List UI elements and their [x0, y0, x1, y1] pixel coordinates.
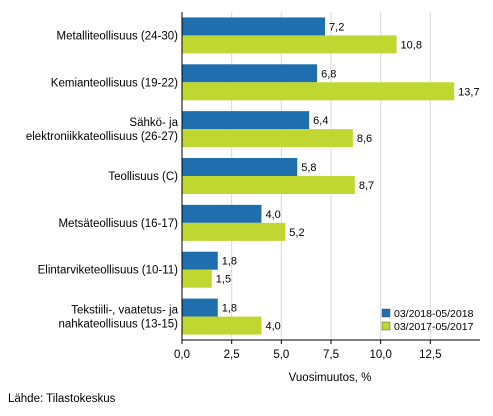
legend-entry: 03/2018-05/2018: [394, 308, 474, 320]
x-tick-label: 2,5: [224, 349, 240, 361]
data-label: 4,0: [265, 321, 280, 333]
data-label: 10,8: [401, 39, 422, 51]
x-tick-label: 0,0: [174, 349, 190, 361]
bar: [182, 176, 355, 194]
bar: [182, 204, 262, 223]
data-label: 1,8: [222, 256, 237, 268]
bar: [182, 129, 353, 148]
data-label: 6,8: [321, 68, 336, 80]
legend-swatch: [381, 321, 391, 331]
category-label: Metalliteollisuus (24-30): [57, 30, 179, 42]
bar: [182, 222, 286, 241]
data-label: 4,0: [265, 209, 280, 221]
x-axis-title: Vuosimuutos, %: [289, 372, 372, 384]
bar: [182, 298, 218, 317]
bar: [182, 111, 310, 130]
source-note: Lähde: Tilastokeskus: [8, 393, 116, 405]
bar: [182, 158, 298, 176]
bar: [182, 251, 218, 270]
data-label: 13,7: [458, 86, 479, 98]
x-tick-label: 12,5: [419, 349, 441, 361]
bar: [182, 17, 326, 36]
category-labels: Metalliteollisuus (24-30) Kemianteollisuu…: [26, 30, 179, 330]
data-label: 6,4: [313, 115, 328, 127]
legend-swatch: [381, 308, 391, 318]
bar: [182, 316, 262, 335]
category-label: Tekstiili-, vaatetus- ja: [71, 305, 178, 317]
x-tick-label: 5,0: [273, 349, 289, 361]
bar: [182, 35, 397, 54]
data-label: 1,5: [216, 274, 231, 286]
bar: [182, 64, 318, 83]
category-label: elektroniikkateollisuus (26-27): [26, 131, 178, 143]
x-tick-label: 10,0: [369, 349, 391, 361]
category-label: Teollisuus (C): [108, 171, 178, 183]
legend-entry: 03/2017-05/2017: [394, 321, 474, 333]
data-label: 7,2: [329, 21, 344, 33]
category-label: Elintarviketeollisuus (10-11): [38, 265, 179, 277]
category-label: Kemianteollisuus (19-22): [51, 77, 178, 89]
category-label: Metsäteollisuus (16-17): [58, 218, 178, 230]
category-label: Sähkö- ja: [129, 117, 178, 129]
data-label: 1,8: [222, 303, 237, 315]
data-label: 5,2: [289, 227, 304, 239]
bar: [182, 82, 455, 101]
category-label: nahkateollisuus (13-15): [58, 319, 178, 331]
data-label: 5,8: [301, 162, 316, 174]
bars: 7,2 10,8 6,8 13,7 6,4 8,6 5,8 8,7 4,0 5,2 1,8 1,5 1,…: [182, 17, 480, 335]
x-axis: 0,0 2,5 5,0 7,5 10,0 12,5 Vuosimuutos, %: [174, 12, 480, 384]
bar: [182, 269, 212, 288]
x-tick-label: 7,5: [323, 349, 339, 361]
data-label: 8,7: [359, 180, 374, 192]
data-label: 8,6: [357, 133, 372, 145]
